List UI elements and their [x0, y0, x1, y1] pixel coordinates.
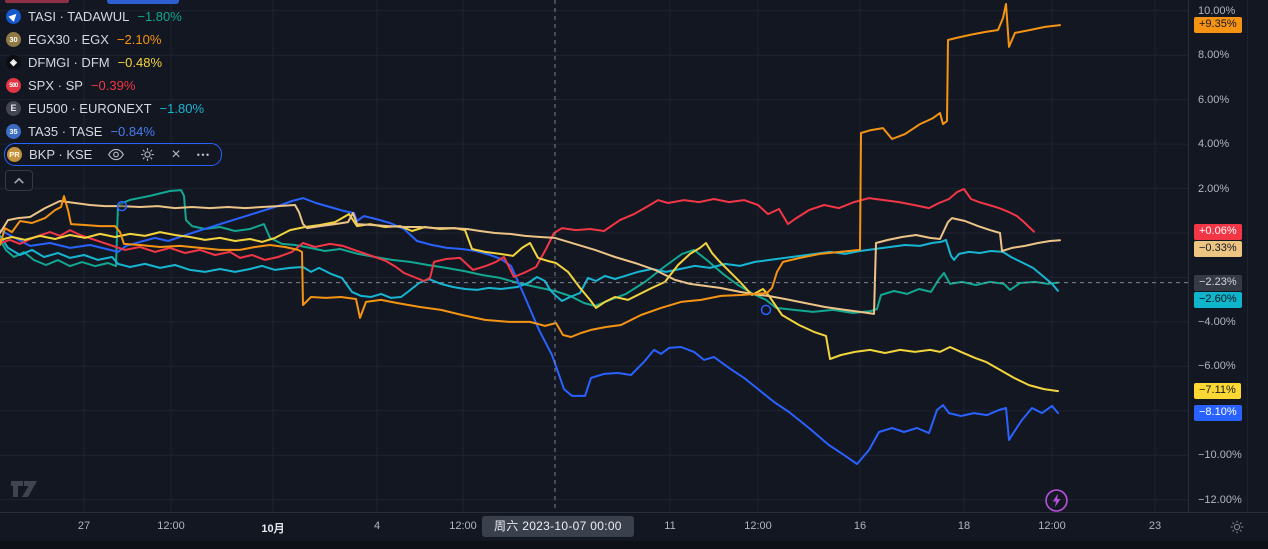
more-options-icon[interactable]: •••	[196, 149, 211, 160]
tradingview-logo-icon	[10, 480, 40, 503]
legend-row-bkp[interactable]: PR BKP · KSE × •••	[4, 143, 222, 166]
price-axis-label: 6.00%	[1198, 93, 1230, 106]
time-axis-label: 23	[1148, 520, 1162, 532]
legend-change-value: −1.80%	[137, 9, 182, 24]
legend-symbol-title: TASI · TADAWUL	[28, 9, 130, 24]
events-lightning-icon[interactable]	[1044, 488, 1069, 518]
chart-plot-area[interactable]	[0, 0, 1188, 512]
top-toolbar-fragment-red	[5, 0, 69, 3]
time-axis-label: 12:00	[157, 520, 185, 532]
legend-symbol-title: EU500 · EURONEXT	[28, 101, 152, 116]
time-axis-label: 12:00	[744, 520, 772, 532]
price-axis-label: −4.00%	[1198, 315, 1236, 328]
drawing-anchor[interactable]	[116, 200, 128, 212]
series-line-ta35[interactable]	[0, 197, 1059, 465]
time-axis-label: 27	[77, 520, 91, 532]
legend-change-value: −2.10%	[116, 32, 162, 47]
legend-change-value: −1.80%	[159, 101, 204, 116]
symbol-legend: ▶ TASI · TADAWUL −1.80% 30 EGX30 · EGX −2.10%…	[2, 5, 222, 191]
time-axis-settings-gear-icon[interactable]	[1229, 519, 1245, 538]
legend-symbol-title: BKP · KSE	[29, 147, 93, 162]
spx-symbol-icon: 500	[6, 78, 21, 93]
legend-row-tasi[interactable]: ▶ TASI · TADAWUL −1.80%	[2, 5, 192, 28]
price-axis-label: −6.00%	[1198, 360, 1236, 373]
series-line-eu500[interactable]	[0, 234, 1059, 302]
price-axis-label: 2.00%	[1198, 182, 1230, 195]
time-axis-label: 10月	[261, 523, 285, 535]
last-value-badge: −8.10%	[1194, 405, 1242, 422]
tasi-symbol-icon: ▶	[2, 5, 25, 28]
eye-icon[interactable]	[108, 148, 125, 161]
legend-change-value: −0.39%	[90, 78, 136, 93]
price-scale-divider	[1247, 0, 1248, 512]
legend-collapse-button[interactable]	[5, 170, 33, 191]
time-axis-label: 18	[957, 520, 971, 532]
price-axis-label: −12.00%	[1198, 493, 1242, 506]
time-axis-label: 4	[373, 520, 381, 532]
series-line-bkp[interactable]	[0, 200, 1061, 315]
eu500-symbol-icon: E	[6, 101, 21, 116]
price-axis-label: 8.00%	[1198, 49, 1230, 62]
legend-change-value: −0.48%	[117, 55, 163, 70]
price-axis-label: 4.00%	[1198, 138, 1230, 151]
legend-row-ta35[interactable]: 35 TA35 · TASE −0.84%	[4, 120, 165, 143]
top-toolbar-fragment-blue	[107, 0, 179, 4]
price-axis-label: 10.00%	[1198, 4, 1236, 17]
time-axis-label: 12:00	[1038, 520, 1066, 532]
bkp-symbol-icon: PR	[7, 147, 22, 162]
ta35-symbol-icon: 35	[6, 124, 21, 139]
crosshair-value-badge: −2.23%	[1194, 274, 1242, 291]
legend-row-dfmgi[interactable]: ◈ DFMGI · DFM −0.48%	[4, 51, 172, 74]
time-axis-label: 16	[853, 520, 867, 532]
legend-symbol-title: SPX · SP	[28, 78, 83, 93]
crosshair-date-badge: 周六 2023-10-07 00:00	[482, 516, 634, 537]
legend-symbol-title: TA35 · TASE	[28, 124, 103, 139]
last-value-badge: −2.60%	[1194, 291, 1242, 308]
dfmgi-symbol-icon: ◈	[6, 55, 21, 70]
legend-row-egx30[interactable]: 30 EGX30 · EGX −2.10%	[4, 28, 171, 51]
legend-row-eu500[interactable]: E EU500 · EURONEXT −1.80%	[4, 97, 214, 120]
last-value-badge: −0.33%	[1194, 240, 1242, 257]
last-value-badge: +9.35%	[1194, 17, 1242, 34]
egx30-symbol-icon: 30	[6, 32, 21, 47]
last-value-badge: +0.06%	[1194, 223, 1242, 240]
series-line-dfmgi[interactable]	[0, 213, 1059, 393]
time-axis-label: 12:00	[449, 520, 477, 532]
legend-change-value: −0.84%	[110, 124, 155, 139]
chart-pane[interactable]: ▶ TASI · TADAWUL −1.80% 30 EGX30 · EGX −2.10%…	[0, 0, 1188, 512]
last-value-badge: −7.11%	[1194, 383, 1241, 400]
page-bottom-strip	[0, 541, 1268, 549]
time-axis[interactable]: 周六 2023-10-07 00:00 27 12:00 10月 4 12:00 11 12…	[0, 512, 1268, 542]
price-scale[interactable]: 10.00% 8.00% 6.00% 4.00% 2.00% −4.00% −6.00% −1…	[1188, 0, 1268, 512]
close-icon[interactable]: ×	[171, 145, 181, 163]
drawing-anchor[interactable]	[760, 304, 772, 316]
price-axis-label: −10.00%	[1198, 449, 1242, 462]
time-axis-label: 11	[664, 520, 676, 532]
legend-row-spx[interactable]: 500 SPX · SP −0.39%	[4, 74, 145, 97]
series-line-egx30[interactable]	[0, 3, 1061, 338]
gear-icon[interactable]	[140, 147, 155, 162]
legend-symbol-title: EGX30 · EGX	[28, 32, 109, 47]
legend-symbol-title: DFMGI · DFM	[28, 55, 110, 70]
series-line-spx[interactable]	[0, 188, 1035, 282]
